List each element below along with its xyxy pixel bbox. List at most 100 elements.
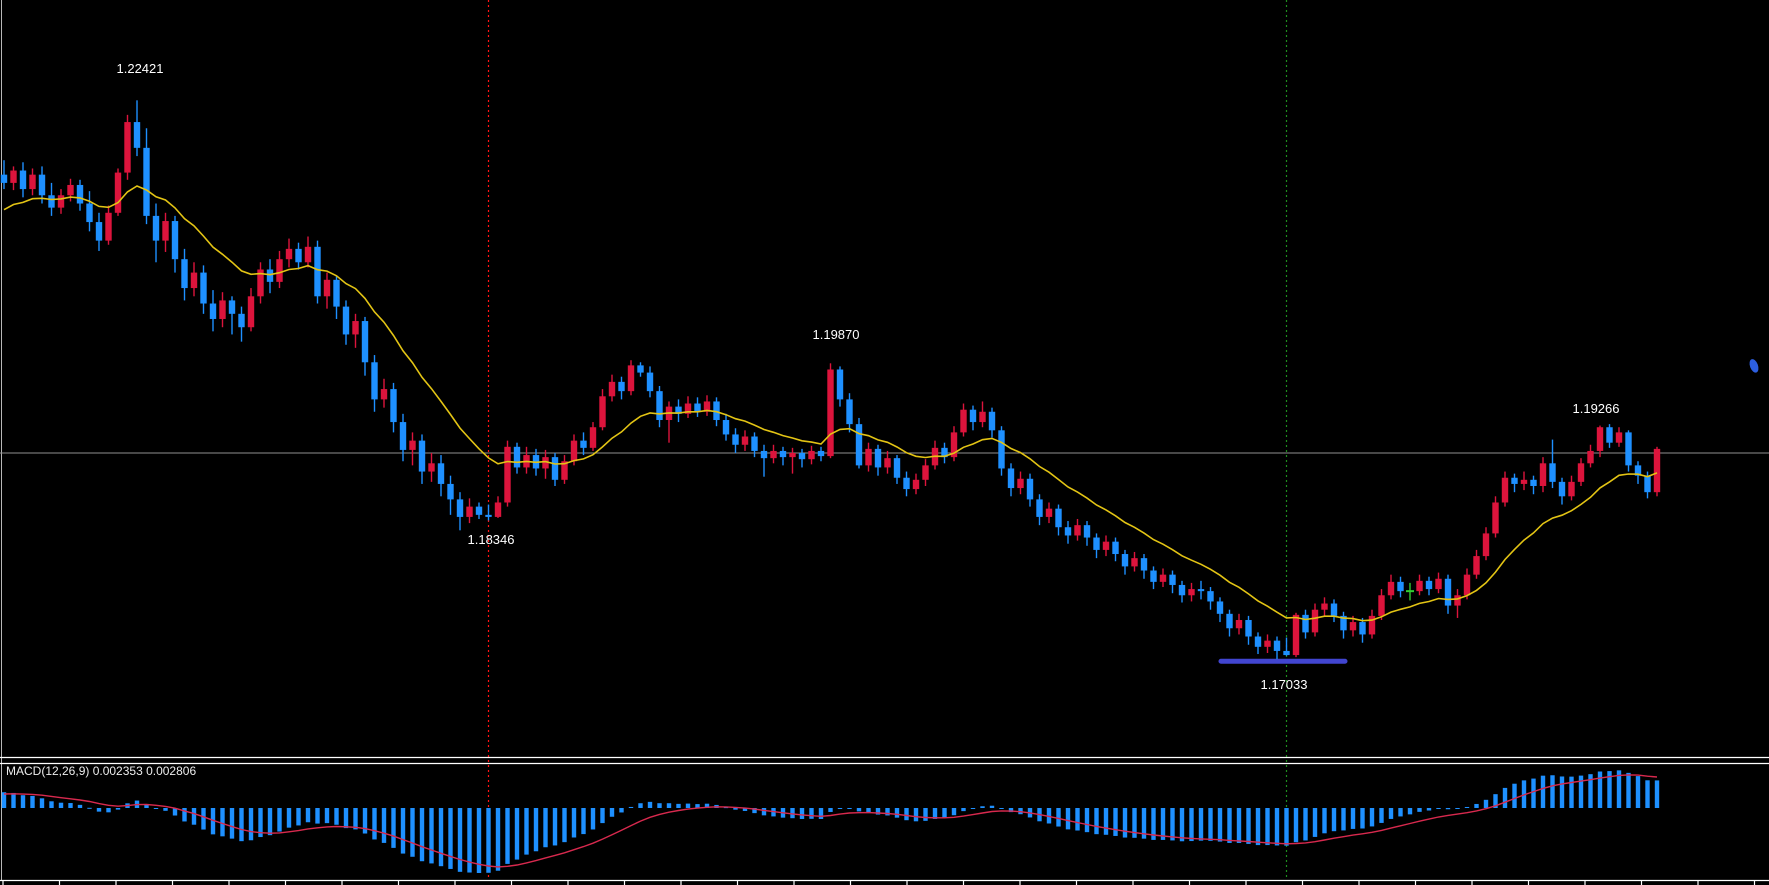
- candle-body: [266, 269, 274, 282]
- macd-histogram-bar: [1265, 808, 1270, 846]
- candle-body: [466, 506, 473, 517]
- candle-body: [1378, 595, 1385, 616]
- candle-body: [1444, 578, 1452, 606]
- candle-body: [589, 427, 597, 448]
- candle-body: [1178, 584, 1186, 596]
- macd-histogram-bar: [1227, 808, 1232, 843]
- candle-body: [1644, 475, 1651, 493]
- macd-histogram-bar: [267, 808, 273, 836]
- macd-histogram-bar: [1369, 808, 1375, 827]
- macd-histogram-bar: [1065, 808, 1071, 830]
- macd-histogram-bar: [419, 808, 425, 862]
- candle-body: [1520, 479, 1528, 484]
- macd-histogram-bar: [989, 805, 995, 808]
- macd-histogram-bar: [1483, 799, 1489, 808]
- candle-body: [475, 506, 483, 515]
- macd-histogram-bar: [847, 808, 852, 809]
- candle-body: [152, 215, 160, 241]
- candle-body: [1055, 508, 1062, 528]
- candle-body: [675, 406, 682, 414]
- candle-body: [67, 184, 74, 196]
- candle-body: [314, 246, 321, 297]
- candle-body: [428, 463, 435, 472]
- candle-body: [1511, 477, 1518, 484]
- macd-histogram-bar: [1198, 808, 1204, 841]
- macd-histogram-bar: [476, 808, 482, 873]
- candle-body: [1140, 558, 1148, 571]
- macd-histogram-bar: [467, 808, 472, 873]
- candle-body: [798, 453, 806, 460]
- candle-body: [561, 461, 568, 480]
- candle-body: [1492, 502, 1499, 534]
- candle-body: [1615, 432, 1623, 443]
- macd-histogram-bar: [1284, 808, 1289, 846]
- macd-histogram-bar: [429, 808, 434, 864]
- macd-histogram-bar: [1341, 808, 1346, 831]
- candle-body: [456, 499, 464, 517]
- candle-body: [1007, 468, 1015, 489]
- candle-body: [1539, 463, 1547, 486]
- candle-body: [1083, 525, 1091, 538]
- macd-histogram-bar: [448, 808, 453, 869]
- macd-histogram-bar: [1436, 808, 1441, 809]
- candle-body: [855, 424, 863, 466]
- candle-body: [789, 453, 796, 458]
- candle-body: [1292, 614, 1300, 656]
- candle-body: [551, 457, 559, 480]
- macd-histogram-bar: [1455, 808, 1460, 809]
- candle-body: [1197, 589, 1205, 592]
- candle-body: [380, 389, 388, 400]
- macd-histogram-bar: [372, 808, 377, 840]
- macd-histogram-bar: [647, 801, 653, 808]
- macd-histogram-bar: [334, 808, 339, 825]
- macd-histogram-bar: [182, 808, 187, 822]
- macd-histogram-bar: [1160, 808, 1166, 840]
- macd-histogram-bar: [68, 803, 73, 808]
- price-label-low-2: 1.17033: [1260, 677, 1308, 692]
- macd-histogram-bar: [220, 808, 225, 837]
- moving-average-line: [3, 185, 1658, 622]
- candle-body: [960, 409, 967, 433]
- macd-histogram-bar: [875, 808, 881, 815]
- candle-body: [1340, 615, 1347, 631]
- macd-histogram-bar: [1550, 775, 1555, 808]
- macd-histogram-bar: [685, 803, 691, 808]
- candle-body: [10, 170, 17, 183]
- candle-body: [1273, 640, 1281, 651]
- candle-body: [1283, 650, 1290, 656]
- macd-histogram-bar: [353, 808, 358, 830]
- macd-histogram-bar: [1512, 783, 1517, 808]
- candle-body: [722, 420, 730, 435]
- candle-body: [1606, 427, 1613, 443]
- macd-histogram-bar: [1179, 808, 1185, 842]
- macd-histogram-bar: [1417, 808, 1422, 812]
- ellipse-marker-object[interactable]: [1748, 358, 1760, 374]
- candle-body: [1169, 574, 1176, 585]
- candle-body: [1159, 574, 1167, 582]
- macd-histogram-bar: [39, 798, 45, 808]
- macd-histogram-bar: [552, 808, 558, 846]
- candle-body: [941, 447, 948, 458]
- candle-body: [181, 259, 188, 289]
- macd-histogram-bar: [1569, 776, 1574, 808]
- candle-body: [238, 313, 245, 328]
- macd-histogram-bar: [695, 804, 700, 808]
- candle-body: [599, 396, 606, 428]
- candle-body: [1150, 570, 1157, 582]
- price-label-high-1: 1.22421: [116, 61, 164, 76]
- macd-histogram-bar: [1635, 776, 1641, 808]
- macd-histogram-bar: [1312, 808, 1318, 837]
- macd-histogram-bar: [457, 808, 463, 872]
- candle-body: [190, 272, 198, 289]
- candle-body: [95, 222, 103, 241]
- candle-body: [352, 321, 359, 335]
- macd-histogram-bar: [1236, 808, 1242, 843]
- macd-histogram-bar: [315, 808, 320, 824]
- macd-histogram-bar: [999, 808, 1004, 809]
- macd-histogram-bar: [1084, 808, 1090, 833]
- macd-histogram-bar: [885, 808, 890, 816]
- candle-body: [1587, 450, 1594, 464]
- macd-histogram-bar: [866, 808, 871, 813]
